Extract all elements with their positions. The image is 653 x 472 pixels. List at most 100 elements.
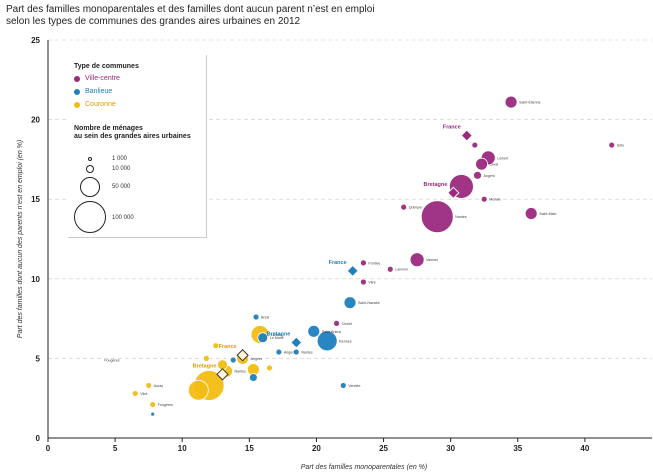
legend-size-circle-100000: [74, 201, 106, 233]
point-0-1: [608, 141, 616, 149]
legend-swatch-ville-centre: [74, 75, 80, 82]
x-tick-label-5: 5: [113, 444, 118, 453]
point-label-0-7: Morlaix: [489, 198, 501, 202]
point-2-8: [202, 354, 210, 362]
x-tick-label-15: 15: [245, 444, 254, 453]
y-axis-label: Part des familles dont aucun des parents…: [17, 140, 24, 338]
point-label-1-3: Le Mans: [270, 336, 284, 340]
chart-title: Part des familles monoparentales et des …: [6, 4, 375, 28]
y-tick-label-15: 15: [31, 195, 40, 204]
point-2-9: [266, 364, 273, 372]
reference-marker-3: [290, 336, 303, 349]
point-label-1-6: Angers: [284, 351, 296, 355]
point-0-14: [360, 278, 367, 286]
point-label-1-5: Nantes: [301, 351, 313, 355]
point-0-11: [409, 252, 425, 268]
point-1-7: [248, 373, 258, 382]
point-1-8: [229, 356, 237, 364]
legend-size-title-1: Nombre de ménages: [74, 125, 143, 132]
legend-size-circle-50000: [80, 177, 100, 197]
legend-label-ville-centre: Ville-centre: [85, 75, 120, 82]
point-1-10: [150, 411, 156, 417]
point-label-0-15: Cholet: [342, 322, 352, 326]
x-tick-label-20: 20: [312, 444, 321, 453]
legend-size-label-10000: 10 000: [112, 166, 131, 172]
point-0-5: [473, 170, 482, 180]
reference-marker-2: [346, 264, 359, 278]
point-0-9: [420, 200, 454, 234]
point-label-2-2: Lorient: [271, 333, 282, 337]
point-0-10: [400, 203, 408, 211]
point-label-2-3: Angers: [251, 357, 263, 361]
legend-swatch-couronne: [74, 101, 80, 108]
point-0-7: [480, 195, 488, 203]
chart-title-line-2: selon les types de communes des grandes …: [6, 16, 301, 27]
legend-type-title: Type de communes: [74, 63, 139, 70]
point-2-7: [212, 342, 220, 350]
legend-size-label-100000: 100 000: [112, 215, 134, 221]
point-label-1-0: Saint-Nazaire: [358, 301, 380, 305]
legend-label-banlieue: Banlieue: [85, 88, 113, 95]
point-label-1-4: Brest: [261, 316, 269, 320]
point-label-0-13: Pontivy: [368, 261, 380, 265]
point-0-15: [333, 319, 340, 327]
point-1-4: [252, 313, 260, 321]
point-1-5: [292, 348, 300, 356]
point-label-0-4: Laval: [490, 163, 499, 167]
y-tick-label-0: 0: [36, 434, 41, 443]
reference-label-0: France: [443, 125, 461, 131]
x-tick-label-10: 10: [178, 444, 187, 453]
chart-title-line-1: Part des familles monoparentales et des …: [6, 4, 375, 15]
reference-marker-5: [216, 368, 229, 381]
legend-swatch-banlieue: [74, 88, 80, 95]
y-tick-label-10: 10: [31, 275, 40, 284]
point-label-2-4: Nantes: [235, 370, 247, 374]
reference-marker-0: [460, 129, 473, 142]
point-1-3: [257, 332, 269, 344]
reference-label-1: Bretagne: [424, 182, 448, 188]
point-label-0-12: Lannion: [395, 268, 408, 272]
y-tick-label-20: 20: [31, 116, 40, 125]
point-1-1: [307, 324, 321, 338]
reference-label-3: Bretagne: [266, 331, 290, 337]
x-tick-label-40: 40: [580, 444, 589, 453]
point-label-0-8: Saint-Malo: [539, 212, 556, 216]
stray-point-label: Fougères: [104, 359, 119, 363]
point-1-0: [343, 296, 357, 310]
point-1-2: [316, 330, 338, 352]
point-2-12: [149, 401, 157, 408]
point-label-0-14: Vitré: [368, 280, 375, 284]
point-0-13: [360, 259, 367, 267]
reference-label-5: Bretagne: [193, 363, 217, 369]
point-0-2: [471, 141, 479, 149]
legend-size-circle-10000: [86, 165, 94, 173]
point-label-1-2: Rennes: [339, 339, 352, 343]
legend-size-circle-1000: [88, 157, 92, 161]
point-label-0-1: Sète: [617, 144, 624, 148]
point-label-0-11: Vannes: [426, 258, 438, 262]
reference-label-2: France: [329, 260, 347, 266]
legend-label-couronne: Couronne: [85, 101, 116, 108]
point-0-4: [475, 157, 488, 171]
x-tick-label-30: 30: [446, 444, 455, 453]
point-0-0: [504, 95, 518, 109]
legend-item-couronne: Couronne: [74, 101, 116, 108]
point-label-1-9: Vendée: [348, 384, 360, 388]
point-label-0-10: Quimper: [409, 206, 424, 210]
y-tick-label-5: 5: [36, 354, 41, 363]
point-label-2-11: Vitré: [140, 392, 147, 396]
legend-item-banlieue: Banlieue: [74, 88, 112, 95]
reference-marker-1: [447, 186, 460, 200]
reference-label-4: France: [219, 344, 237, 350]
point-0-8: [524, 207, 538, 220]
x-axis-label: Part des familles monoparentales (en %): [301, 464, 427, 471]
legend-item-ville-centre: Ville-centre: [74, 75, 120, 82]
legend-size-label-1000: 1 000: [112, 156, 128, 162]
point-2-11: [131, 390, 139, 397]
point-label-1-1: Saint-Brieuc: [322, 330, 342, 334]
point-label-0-9: Nantes: [455, 215, 467, 219]
legend-size-title-2: au sein des grandes aires urbaines: [74, 133, 191, 140]
point-label-0-0: Saint-Étienne: [519, 100, 541, 105]
point-label-2-12: Fougères: [158, 403, 173, 407]
